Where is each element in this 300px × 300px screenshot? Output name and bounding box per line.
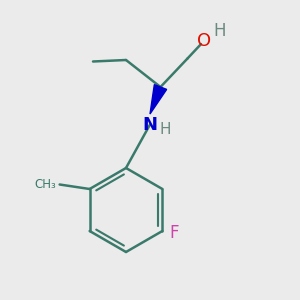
Text: N: N (142, 116, 158, 134)
Text: H: H (160, 122, 171, 137)
Text: CH₃: CH₃ (34, 178, 56, 191)
Text: O: O (197, 32, 211, 50)
Text: F: F (169, 224, 178, 242)
Polygon shape (150, 85, 167, 114)
Text: H: H (213, 22, 226, 40)
